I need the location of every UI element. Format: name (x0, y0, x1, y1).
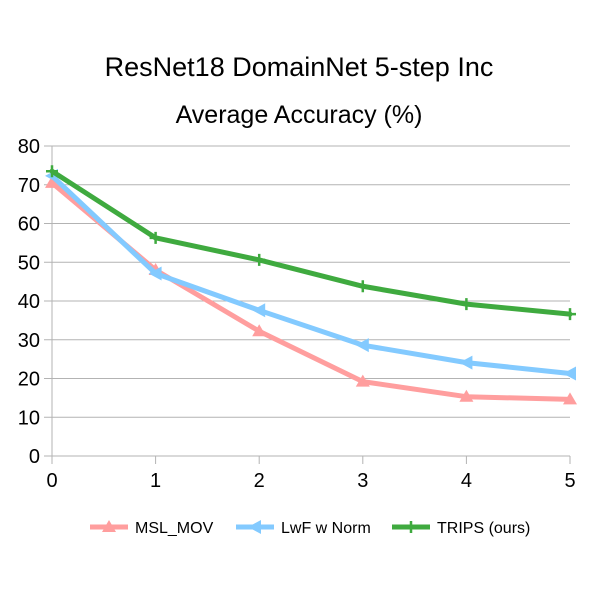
y-tick-label: 60 (18, 214, 40, 236)
y-tick-label: 30 (18, 330, 40, 352)
y-tick-label: 50 (18, 252, 40, 274)
series-line-trips-ours (49, 168, 573, 317)
data-point-msl-mov (355, 374, 370, 387)
y-tick-label: 10 (18, 407, 40, 429)
data-point-lwf-w-norm (459, 355, 473, 370)
data-point-trips-ours (46, 165, 58, 178)
data-point-lwf-w-norm (563, 366, 576, 381)
data-point-trips-ours (253, 253, 266, 266)
legend-label-lwf-w-norm: LwF w Norm (281, 520, 371, 537)
y-tick-label: 20 (18, 369, 40, 391)
x-tick-label: 2 (254, 470, 265, 492)
legend-label-msl-mov: MSL_MOV (135, 520, 214, 537)
x-tick-label: 0 (46, 470, 57, 492)
y-tick-label: 0 (29, 446, 40, 468)
data-point-trips-ours (564, 308, 576, 321)
chart-subtitle: Average Accuracy (%) (175, 101, 423, 129)
data-point-msl-mov (459, 389, 474, 402)
data-point-msl-mov (45, 175, 59, 188)
chart-title: ResNet18 DomainNet 5-step Inc (104, 52, 494, 82)
data-point-trips-ours (460, 298, 473, 311)
legend-marker-msl-mov (102, 520, 116, 532)
y-tick-label: 40 (18, 291, 40, 313)
data-point-trips-ours (149, 231, 162, 244)
legend-label-trips-ours: TRIPS (ours) (437, 520, 530, 537)
legend-marker-trips-ours (405, 521, 417, 533)
x-tick-label: 1 (150, 470, 161, 492)
data-point-msl-mov (252, 324, 267, 337)
data-point-lwf-w-norm (148, 266, 162, 281)
y-tick-label: 70 (18, 175, 40, 197)
y-tick-label: 80 (18, 136, 40, 158)
x-tick-label: 5 (564, 470, 575, 492)
data-point-lwf-w-norm (355, 338, 369, 353)
x-tick-label: 4 (461, 470, 472, 492)
x-tick-label: 3 (357, 470, 368, 492)
data-point-lwf-w-norm (252, 303, 266, 318)
legend-marker-lwf-w-norm (248, 520, 261, 534)
series-line-lwf-w-norm (49, 173, 573, 376)
data-point-trips-ours (356, 280, 369, 293)
data-point-msl-mov (563, 392, 577, 405)
